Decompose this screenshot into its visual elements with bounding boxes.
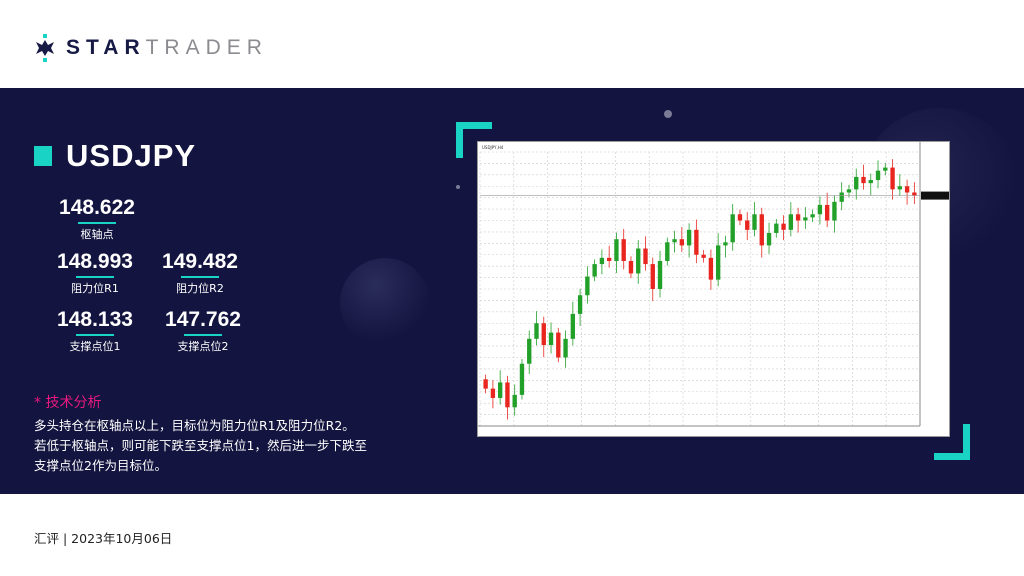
candle-body — [832, 201, 837, 221]
pivot-level: 148.622 枢轴点 — [59, 196, 135, 241]
candle-body — [556, 332, 561, 358]
candle-body — [512, 394, 517, 408]
candle-body — [715, 245, 721, 280]
candle-body — [483, 379, 488, 389]
candle-body — [701, 254, 706, 258]
s2-level: 147.762 支撑点位2 — [165, 308, 241, 353]
r1-level: 148.993 阻力位R1 — [57, 250, 133, 295]
star-logo-icon — [36, 34, 54, 62]
candle-body — [527, 338, 532, 364]
decorative-dot — [664, 110, 672, 118]
accent-square — [34, 146, 52, 166]
analysis-line: 支撑点位2作为目标位。 — [34, 458, 167, 473]
candle-body — [541, 323, 546, 346]
candle-body — [628, 260, 634, 274]
candle-body — [505, 382, 510, 408]
technical-analysis: * 技术分析 多头持仓在枢轴点以上，目标位为阻力位R1及阻力位R2。 若低于枢轴… — [34, 392, 367, 476]
corner-bracket — [456, 122, 492, 158]
decorative-dot — [456, 185, 460, 189]
symbol-title: USDJPY — [34, 138, 196, 174]
candle-body — [686, 229, 692, 246]
candle-body — [824, 204, 830, 221]
candle-body — [766, 232, 772, 246]
candle-body — [759, 214, 764, 246]
candle-body — [563, 338, 568, 358]
candle-body — [694, 229, 699, 255]
candle-body — [752, 214, 757, 230]
candle-body — [897, 186, 903, 190]
candle-body — [723, 242, 728, 246]
candle-body — [810, 214, 815, 218]
candle-body — [817, 204, 823, 215]
candle-body — [606, 257, 612, 261]
candle-body — [534, 323, 539, 339]
candle-body — [839, 192, 844, 202]
candle-body — [861, 176, 866, 184]
candle-body — [636, 248, 641, 274]
footer-date: 汇评 | 2023年10月06日 — [34, 531, 173, 546]
price-chart: USDJPY,H4 — [477, 141, 950, 437]
candle-body — [519, 363, 525, 395]
candle-body — [730, 214, 735, 243]
header: STAR TRADER — [0, 0, 1024, 88]
candle-body — [672, 239, 677, 243]
candle-body — [774, 223, 779, 233]
candle-body — [621, 239, 626, 261]
s1-level: 148.133 支撑点位1 — [57, 308, 133, 353]
analysis-heading: * 技术分析 — [34, 395, 102, 411]
candle-body — [643, 248, 648, 265]
candle-body — [497, 382, 503, 398]
last-price-marker — [921, 191, 949, 200]
candle-body — [868, 180, 873, 184]
candle-body — [665, 242, 670, 261]
candle-body — [585, 276, 590, 296]
candle-body — [781, 223, 786, 230]
candle-body — [854, 176, 859, 190]
candle-body — [788, 214, 794, 230]
candle-body — [846, 189, 852, 193]
candle-body — [592, 264, 597, 277]
candle-body — [912, 192, 917, 196]
corner-bracket — [934, 424, 970, 460]
candle-body — [795, 214, 801, 221]
candle-body — [577, 295, 583, 314]
analysis-line: 若低于枢轴点，则可能下跌至支撑点位1，然后进一步下跌至 — [34, 438, 367, 453]
candle-body — [803, 217, 808, 221]
r2-level: 149.482 阻力位R2 — [162, 250, 238, 295]
candle-body — [679, 239, 685, 246]
candle-body — [599, 257, 605, 265]
candle-body — [737, 214, 743, 221]
candle-body — [875, 170, 881, 181]
candle-body — [890, 167, 895, 190]
candle-body — [548, 332, 554, 346]
candlestick-chart: USDJPY,H4 — [478, 142, 949, 427]
decorative-sphere — [340, 258, 430, 348]
candle-body — [745, 220, 750, 230]
candle-body — [883, 167, 888, 171]
candle-body — [650, 264, 655, 289]
candle-body — [904, 186, 910, 193]
startrader-logo: STAR TRADER — [32, 34, 268, 62]
candle-body — [657, 260, 663, 289]
analysis-line: 多头持仓在枢轴点以上，目标位为阻力位R1及阻力位R2。 — [34, 418, 355, 433]
candle-body — [614, 239, 619, 261]
chart-title: USDJPY,H4 — [482, 145, 504, 150]
candle-body — [490, 388, 496, 398]
candle-body — [570, 313, 576, 339]
candle-body — [708, 257, 714, 280]
